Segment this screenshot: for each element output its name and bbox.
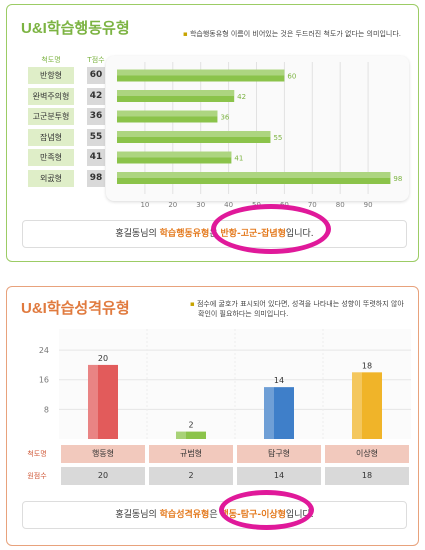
behavior-chart-frame: 10 20 30 40 50 60 70 80 90 60 42 36 55 41 98: [106, 56, 409, 209]
scale-score-cell: 60: [87, 67, 105, 84]
scale-name-cell: 외곬형: [28, 169, 74, 187]
scale-name-cell: 행동형: [61, 445, 145, 463]
bar: [264, 387, 294, 439]
learning-behavior-panel: U&I학습행동유형 ▪ 학습행동유형 이름이 비어있는 것은 두드러진 척도가 …: [6, 4, 419, 262]
scale-score-cell: 18: [325, 467, 409, 485]
note-line-1: 점수에 굴호가 표시되어 있다면, 성격을 나타내는 성향이 뚜렷하지 않아: [196, 300, 404, 308]
scale-name-cell: 만족형: [28, 149, 74, 166]
panel-title: U&I학습행동유형: [21, 20, 130, 37]
bar-value-label: 18: [362, 361, 372, 370]
scale-score-cell: 42: [87, 87, 105, 105]
y-tick-label: 16: [39, 376, 49, 385]
x-tick-label: 80: [336, 201, 345, 209]
col-header-score: T점수: [87, 56, 105, 64]
bar-value-label: 42: [237, 93, 246, 101]
summary-prefix: 홍길동님의: [115, 510, 160, 520]
bar-value-label: 36: [220, 114, 229, 122]
bar-value-label: 2: [188, 421, 193, 430]
bar-highlight: [117, 131, 271, 137]
bar-highlight: [117, 90, 235, 96]
x-tick-label: 90: [364, 201, 373, 209]
scale-name-cell: 규범형: [149, 445, 233, 463]
bar-value-label: 41: [234, 155, 243, 163]
bar-highlight: [352, 372, 362, 439]
personality-bar-chart: 8 16 24 20 2 14 18: [39, 329, 411, 439]
x-tick-label: 30: [196, 201, 205, 209]
scale-score-cell: 41: [87, 149, 105, 166]
note-line-2: 확인이 필요하다는 의미입니다.: [198, 310, 289, 318]
bar-highlight: [88, 364, 98, 439]
bar-highlight: [117, 69, 285, 76]
panel-note: ▪ 점수에 굴호가 표시되어 있다면, 성격을 나타내는 성향이 뚜렷하지 않아…: [190, 299, 415, 319]
scale-score-cell: 36: [87, 108, 105, 125]
bar-highlight: [264, 387, 274, 439]
highlight-circle-mark: [219, 490, 314, 530]
personality-summary: 홍길동님의 학습성격유형은 행동-탐구-이상형입니다.: [22, 501, 407, 529]
bar-value-label: 98: [393, 175, 402, 183]
x-tick-label: 40: [224, 201, 233, 209]
bar-value-label: 55: [273, 134, 282, 142]
scale-name-cell: 잡념형: [28, 128, 74, 146]
y-tick-label: 24: [39, 346, 49, 355]
summary-particle: 은: [209, 510, 221, 520]
x-tick-label: 70: [308, 201, 317, 209]
scale-name-cell: 반항형: [28, 67, 74, 84]
scale-score-cell: 98: [87, 169, 105, 187]
learning-personality-panel: U&I학습성격유형 ▪ 점수에 굴호가 표시되어 있다면, 성격을 나타내는 성…: [6, 286, 419, 546]
y-tick-label: 8: [44, 405, 49, 414]
x-tick-label: 20: [168, 201, 177, 209]
scale-score-cell: 2: [149, 467, 233, 485]
scale-name-cell: 완벽주의형: [28, 87, 74, 105]
summary-highlight-type: 학습성격유형: [159, 510, 210, 520]
scale-name-cell: 고군분투형: [28, 108, 74, 125]
note-text: 학습행동유형 이름이 비어있는 것은 두드러진 척도가 없다는 의미입니다.: [189, 30, 401, 38]
scale-score-cell: 20: [61, 467, 145, 485]
bar-highlight: [117, 110, 218, 117]
bar-highlight: [117, 172, 391, 178]
bar-value-label: 60: [287, 73, 296, 81]
row-label-score: 원점수: [27, 472, 47, 480]
bar-value-label: 20: [98, 354, 108, 363]
bar-highlight: [176, 431, 186, 439]
note-bullet-icon: ▪: [190, 300, 195, 308]
row-label-type: 척도명: [27, 450, 47, 458]
x-tick-label: 10: [140, 201, 149, 209]
scale-score-cell: 55: [87, 128, 105, 146]
panel-title: U&I학습성격유형: [21, 300, 130, 317]
summary-highlight-type: 학습행동유형: [159, 229, 210, 239]
panel-note: ▪ 학습행동유형 이름이 비어있는 것은 두드러진 척도가 없다는 의미입니다.: [183, 29, 401, 39]
bar: [352, 372, 382, 439]
note-bullet-icon: ▪: [183, 30, 188, 38]
grid-lines: [144, 62, 369, 194]
summary-prefix: 홍길동님의: [115, 229, 160, 239]
scale-score-cell: 14: [237, 467, 321, 485]
col-header-type: 척도명: [41, 56, 61, 64]
bar-highlight: [117, 151, 232, 158]
scale-name-cell: 탐구형: [237, 445, 321, 463]
bar-value-label: 14: [274, 376, 284, 385]
scale-name-cell: 이상형: [325, 445, 409, 463]
bar: [176, 431, 206, 439]
bar: [88, 364, 118, 439]
highlight-circle-mark: [211, 204, 331, 254]
